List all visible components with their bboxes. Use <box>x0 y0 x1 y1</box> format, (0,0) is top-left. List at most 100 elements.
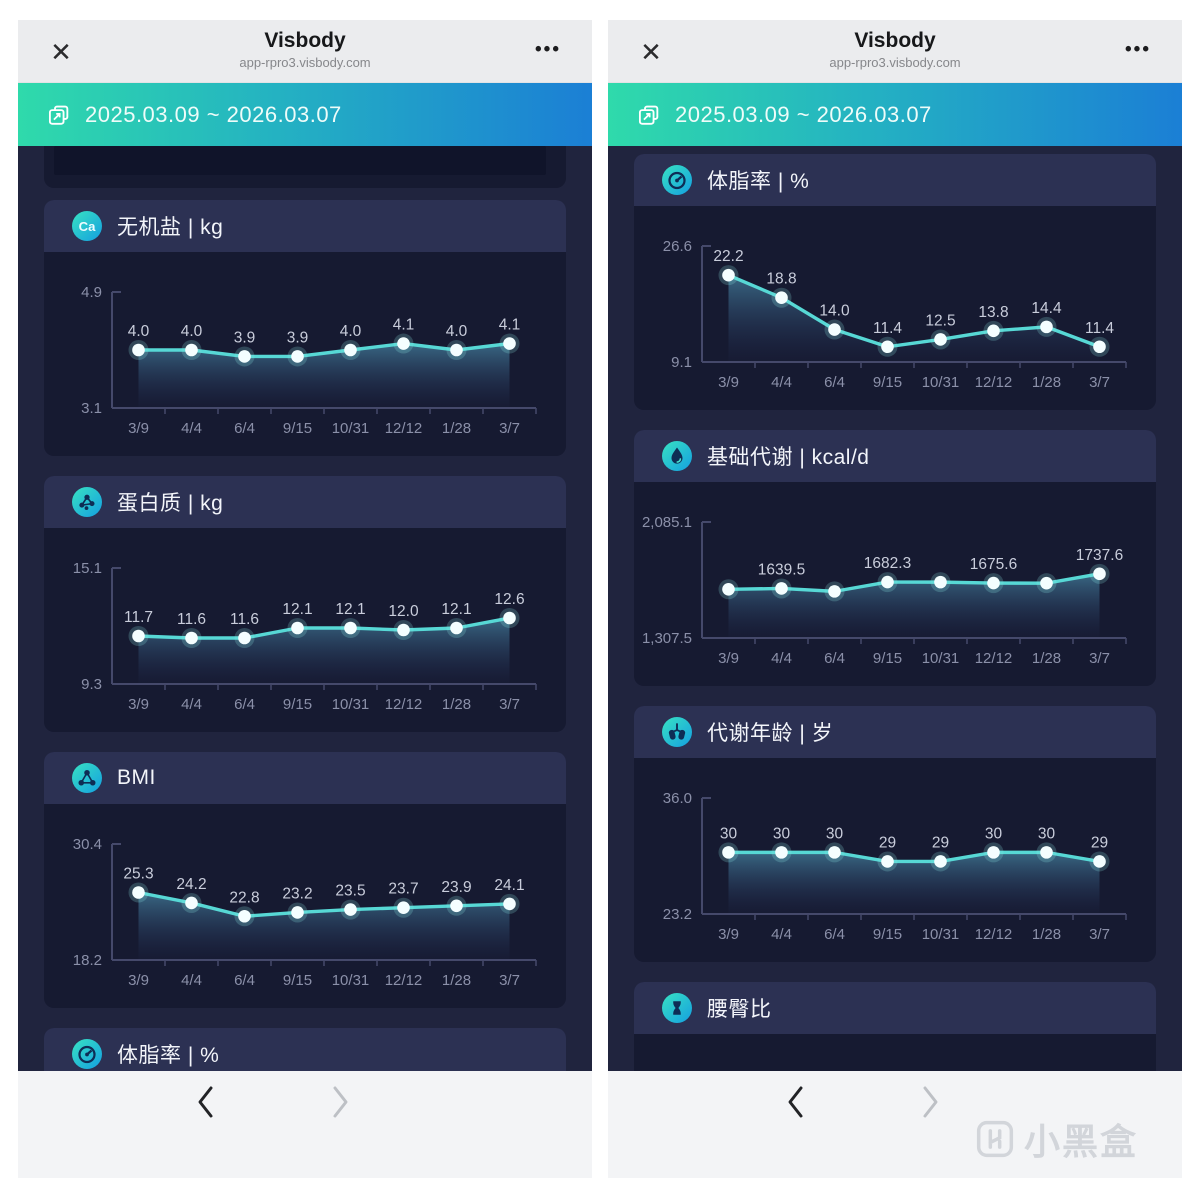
panel-header: 体脂率 | % <box>44 1028 566 1071</box>
area-fill <box>138 618 510 684</box>
panel-title: 基础代谢 | kcal/d <box>707 446 870 469</box>
page-title: Visbody <box>264 29 346 52</box>
y-axis-label-max: 2,085.1 <box>642 514 692 531</box>
x-axis-label: 3/7 <box>1089 650 1110 667</box>
browser-bar: ✕ Visbody app-rpro3.visbody.com ••• <box>18 20 592 83</box>
data-label: 12.6 <box>494 591 524 608</box>
x-axis-label: 1/28 <box>1032 926 1061 943</box>
data-label: 1639.5 <box>758 561 805 578</box>
data-point <box>881 855 894 868</box>
data-label: 23.2 <box>282 885 312 902</box>
x-axis-label: 12/12 <box>975 926 1013 943</box>
x-axis-label: 3/7 <box>1089 374 1110 391</box>
fat-icon <box>662 165 692 195</box>
series-line <box>136 616 512 640</box>
data-label: 11.4 <box>873 320 902 337</box>
data-label: 23.5 <box>335 883 365 900</box>
close-icon[interactable]: ✕ <box>50 37 72 67</box>
y-axis-label-min: 1,307.5 <box>642 630 692 647</box>
charts-scroll-area[interactable]: Ca 无机盐 | kg 4.9 3.1 3/9 4/4 6/4 9/15 10/31 12/12 1… <box>18 146 592 1071</box>
data-point <box>185 631 198 645</box>
data-point <box>344 343 357 357</box>
x-axis-label: 4/4 <box>771 374 792 391</box>
data-point <box>132 343 145 357</box>
panel-metabolic-age: 代谢年龄 | 岁 36.0 23.2 3/9 4/4 6/4 9/15 10/31 12/12 1… <box>634 706 1156 962</box>
data-point <box>1093 340 1106 354</box>
more-menu-icon[interactable]: ••• <box>535 39 561 60</box>
data-point <box>397 901 410 915</box>
nav-forward-button[interactable] <box>318 1081 362 1125</box>
nav-forward-button[interactable] <box>908 1081 952 1125</box>
x-axis-label: 1/28 <box>1032 374 1061 391</box>
x-axis-label: 12/12 <box>975 650 1013 667</box>
data-label: 12.1 <box>441 601 471 618</box>
data-point <box>291 906 304 919</box>
panel-header: 代谢年龄 | 岁 <box>634 706 1156 758</box>
data-label: 4.1 <box>499 317 521 334</box>
data-point <box>344 621 357 635</box>
date-range-text: 2025.03.09 ~ 2026.03.07 <box>85 101 342 127</box>
x-axis-label: 6/4 <box>824 374 845 391</box>
charts-scroll-area[interactable]: 体脂率 | % 26.6 9.1 3/9 4/4 6/4 9/15 10/31 12/12 1/2… <box>608 146 1182 1071</box>
x-axis-label: 10/31 <box>332 972 370 989</box>
data-point <box>344 903 357 916</box>
x-axis-label: 3/7 <box>499 972 520 989</box>
panel-header: 体脂率 | % <box>634 154 1156 206</box>
data-label: 11.4 <box>1085 320 1114 337</box>
data-label: 22.8 <box>229 889 259 906</box>
data-label: 30 <box>773 825 791 842</box>
more-menu-icon[interactable]: ••• <box>1125 39 1151 60</box>
x-axis-label: 4/4 <box>181 696 202 713</box>
x-axis-label: 1/28 <box>1032 650 1061 667</box>
x-axis-label: 3/9 <box>718 374 739 391</box>
series-line <box>726 572 1102 594</box>
panel-inorganic-salt: Ca 无机盐 | kg 4.9 3.1 3/9 4/4 6/4 9/15 10/31 12/12 1… <box>44 200 566 456</box>
x-axis-label: 3/7 <box>499 696 520 713</box>
x-axis-label: 3/9 <box>718 926 739 943</box>
data-label: 1675.6 <box>970 556 1017 573</box>
panel-chart-area: 26.6 9.1 3/9 4/4 6/4 9/15 10/31 12/12 1/28 3/7 22.… <box>634 206 1156 410</box>
date-range-banner[interactable]: 2025.03.09 ~ 2026.03.07 <box>18 83 592 146</box>
data-point <box>1093 567 1106 581</box>
panel-chart-area: 30.4 18.2 3/9 4/4 6/4 9/15 10/31 12/12 1/28 3/7 25… <box>44 804 566 1008</box>
bottom-nav-bar <box>18 1071 592 1178</box>
panel-title: 蛋白质 | kg <box>117 492 224 515</box>
area-fill <box>728 852 1100 914</box>
panel-header: Ca 无机盐 | kg <box>44 200 566 252</box>
area-fill <box>138 892 510 960</box>
data-label: 24.1 <box>494 877 524 894</box>
data-point <box>934 855 947 868</box>
data-point <box>397 623 410 637</box>
data-label: 24.2 <box>176 876 206 893</box>
y-axis-label-min: 9.1 <box>671 354 692 371</box>
inorganic-salt-chart: 4.9 3.1 3/9 4/4 6/4 9/15 10/31 12/12 1/28 3/7 4.0 4… <box>81 284 537 437</box>
nav-back-button[interactable] <box>184 1081 228 1125</box>
x-axis-label: 1/28 <box>442 972 471 989</box>
close-icon[interactable]: ✕ <box>640 37 662 67</box>
series-line <box>726 273 1102 349</box>
data-point <box>775 582 788 595</box>
nav-back-button[interactable] <box>774 1081 818 1125</box>
metabolism-icon <box>662 441 692 471</box>
whr-icon <box>662 993 692 1023</box>
data-point <box>934 575 947 589</box>
date-range-banner[interactable]: 2025.03.09 ~ 2026.03.07 <box>608 83 1182 146</box>
bmi-chart: 30.4 18.2 3/9 4/4 6/4 9/15 10/31 12/12 1/28 3/7 25… <box>73 836 537 989</box>
data-point <box>775 291 788 305</box>
data-label: 1737.6 <box>1076 547 1123 564</box>
data-point <box>1040 576 1053 590</box>
x-axis-label: 4/4 <box>771 650 792 667</box>
x-axis-label: 9/15 <box>283 972 312 989</box>
data-point <box>503 611 516 625</box>
data-label: 29 <box>879 834 896 851</box>
x-axis-label: 10/31 <box>332 420 370 437</box>
data-label: 22.2 <box>713 248 743 265</box>
data-label: 12.1 <box>282 601 312 618</box>
x-axis-label: 6/4 <box>234 972 255 989</box>
y-axis-label-max: 4.9 <box>81 284 102 301</box>
page-title: Visbody <box>854 29 936 52</box>
panel-header: 基础代谢 | kcal/d <box>634 430 1156 482</box>
data-point <box>132 629 145 643</box>
x-axis-label: 3/9 <box>128 420 149 437</box>
data-label: 12.0 <box>388 603 419 620</box>
